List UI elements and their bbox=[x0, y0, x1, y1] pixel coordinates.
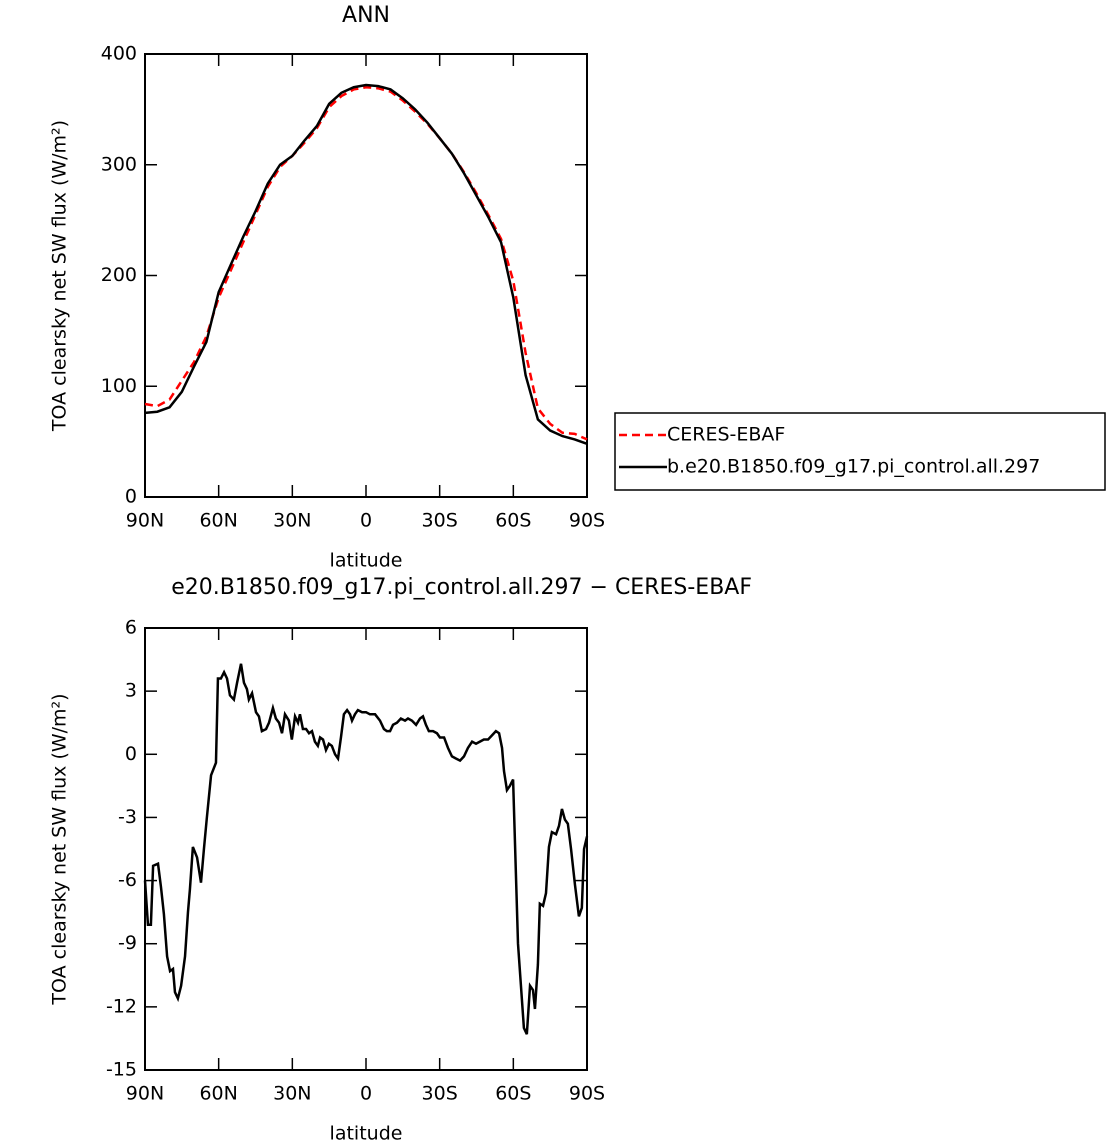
x-tick-label: 60N bbox=[199, 1083, 237, 1105]
x-tick-label: 60S bbox=[495, 1083, 531, 1105]
x-tick-label: 0 bbox=[360, 510, 372, 532]
legend-label: CERES-EBAF bbox=[667, 424, 785, 446]
x-axis-label: latitude bbox=[330, 550, 403, 572]
x-tick-label: 90S bbox=[569, 1083, 605, 1105]
x-tick-label: 90N bbox=[126, 510, 164, 532]
x-tick-label: 30N bbox=[273, 510, 311, 532]
y-tick-label: -6 bbox=[118, 869, 137, 891]
y-tick-label: -9 bbox=[118, 932, 137, 954]
x-tick-label: 60S bbox=[495, 510, 531, 532]
x-tick-label: 30S bbox=[422, 510, 458, 532]
chart-title: ANN bbox=[342, 3, 390, 28]
y-tick-label: -15 bbox=[106, 1059, 137, 1081]
y-axis-label: TOA clearsky net SW flux (W/m²) bbox=[49, 120, 71, 432]
y-tick-label: -3 bbox=[118, 806, 137, 828]
legend-box bbox=[614, 412, 1106, 491]
data-line bbox=[144, 83, 588, 446]
y-tick-label: 400 bbox=[101, 43, 137, 65]
y-tick-label: 0 bbox=[125, 743, 137, 765]
y-tick-label: 200 bbox=[101, 264, 137, 286]
plot-frame bbox=[144, 53, 588, 498]
data-line bbox=[144, 85, 588, 441]
legend-label: b.e20.B1850.f09_g17.pi_control.all.297 bbox=[667, 456, 1040, 478]
y-axis-label: TOA clearsky net SW flux (W/m²) bbox=[49, 693, 71, 1005]
plot-frame bbox=[144, 627, 588, 1071]
x-tick-label: 90N bbox=[126, 1083, 164, 1105]
y-tick-label: 6 bbox=[125, 617, 137, 639]
x-tick-label: 60N bbox=[199, 510, 237, 532]
x-axis-label: latitude bbox=[330, 1123, 403, 1145]
data-line bbox=[143, 663, 589, 1035]
x-tick-label: 90S bbox=[569, 510, 605, 532]
y-tick-label: 3 bbox=[125, 680, 137, 702]
x-tick-label: 30S bbox=[422, 1083, 458, 1105]
y-tick-label: -12 bbox=[106, 995, 137, 1017]
chart-title: e20.B1850.f09_g17.pi_control.all.297 − C… bbox=[171, 575, 752, 600]
x-tick-label: 30N bbox=[273, 1083, 311, 1105]
y-tick-label: 100 bbox=[101, 375, 137, 397]
x-tick-label: 0 bbox=[360, 1083, 372, 1105]
y-tick-label: 300 bbox=[101, 153, 137, 175]
y-tick-label: 0 bbox=[125, 486, 137, 508]
